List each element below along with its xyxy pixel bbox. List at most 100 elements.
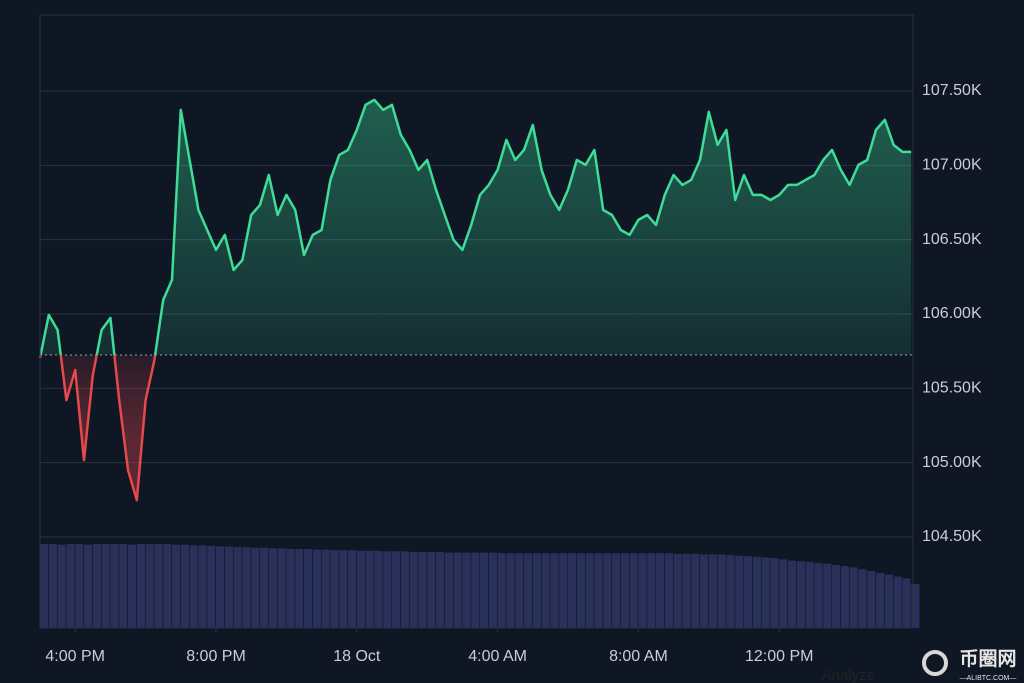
volume-bar (532, 553, 541, 628)
plot-frame (39, 14, 914, 629)
area-fill (40, 99, 912, 501)
volume-bar (110, 544, 119, 628)
x-tick-label: 12:00 PM (745, 648, 813, 665)
brand-site: —ALIBTC.COM— (960, 675, 1017, 682)
volume-bar (277, 548, 286, 628)
volume-bar (585, 553, 594, 628)
y-tick-label: 107.00K (922, 157, 982, 174)
volume-bar (462, 552, 471, 628)
volume-bar (207, 545, 216, 628)
y-tick-label: 104.50K (922, 528, 982, 545)
volume-bar (752, 556, 761, 628)
x-tick-label: 8:00 AM (609, 648, 668, 665)
volume-bar (541, 553, 550, 628)
volume-bar (392, 551, 401, 628)
volume-bar (603, 553, 612, 628)
volume-bar (823, 563, 832, 628)
volume-bar (268, 548, 277, 628)
volume-bar (708, 554, 717, 628)
brand-logo (922, 650, 948, 676)
volume-bar (832, 564, 841, 628)
volume-bar (216, 546, 225, 628)
volume-bar (136, 544, 145, 628)
volume-bar (620, 553, 629, 628)
volume-bar (154, 544, 163, 628)
volume-bar (726, 555, 735, 628)
volume-bar (172, 544, 181, 628)
volume-bar (66, 544, 75, 628)
volume-bar (629, 553, 638, 628)
volume-bar (664, 553, 673, 628)
x-tick-label: 18 Oct (333, 648, 381, 665)
volume-bar (717, 554, 726, 628)
price-line (38, 98, 912, 502)
volume-bar (312, 549, 321, 628)
volume-bar (515, 553, 524, 628)
brand-name: 币圈网 (959, 648, 1016, 670)
volume-bar (691, 553, 700, 628)
volume-bar (559, 553, 568, 628)
volume-bar (911, 583, 920, 628)
volume-bar (488, 552, 497, 628)
volume-bar (330, 550, 339, 628)
volume-bar (180, 544, 189, 628)
volume-bar (119, 544, 128, 628)
volume-bar (550, 553, 559, 628)
volume-bar (84, 544, 93, 628)
volume-bar (506, 553, 515, 628)
volume-bar (770, 558, 779, 628)
x-tick-label: 4:00 AM (468, 648, 527, 665)
volume-bar (242, 547, 251, 628)
volume-bar (779, 559, 788, 628)
volume-bar (867, 570, 876, 628)
volume-bar (480, 552, 489, 628)
volume-bar (805, 561, 814, 628)
volume-bar (893, 576, 902, 628)
volume-bar (92, 544, 101, 628)
volume-bar (647, 553, 656, 628)
analyze-link[interactable]: Analyze (822, 667, 875, 683)
volume-bar (524, 553, 533, 628)
volume-bar (568, 553, 577, 628)
volume-bar (321, 549, 330, 628)
volume-bar (40, 544, 49, 628)
volume-bar (339, 550, 348, 628)
volume-bar (876, 572, 885, 628)
volume-bar (576, 553, 585, 628)
volume-bar (656, 553, 665, 628)
volume-bar (224, 546, 233, 628)
volume-bar (453, 552, 462, 628)
y-tick-label: 106.50K (922, 231, 982, 248)
y-tick-label: 106.00K (922, 305, 982, 322)
volume-bar (286, 548, 295, 628)
volume-bar (356, 550, 365, 628)
volume-bar (788, 560, 797, 628)
x-tick-label: 4:00 PM (45, 648, 105, 665)
volume-bar (128, 544, 137, 628)
volume-bar (48, 544, 57, 628)
y-tick-label: 107.50K (922, 82, 982, 99)
volume-bar (189, 545, 198, 628)
volume-bar (497, 553, 506, 628)
volume-bar (814, 563, 823, 628)
y-tick-label: 105.00K (922, 454, 982, 471)
volume-bar (700, 554, 709, 628)
volume-bar (427, 551, 436, 628)
volume-bar (471, 552, 480, 628)
volume-bar (233, 547, 242, 628)
volume-bar (444, 552, 453, 628)
volume-bar (348, 550, 357, 628)
volume-bar (374, 550, 383, 628)
volume-bar (57, 544, 66, 628)
volume-bar (612, 553, 621, 628)
volume-bar (198, 545, 207, 628)
volume-bar (304, 548, 313, 628)
volume-bar (163, 544, 172, 628)
volume-bar (251, 547, 260, 628)
y-tick-label: 105.50K (922, 380, 982, 397)
volume-bar (735, 555, 744, 628)
x-tick-label: 8:00 PM (186, 648, 246, 665)
volume-bar (761, 557, 770, 628)
volume-bar (400, 551, 409, 628)
